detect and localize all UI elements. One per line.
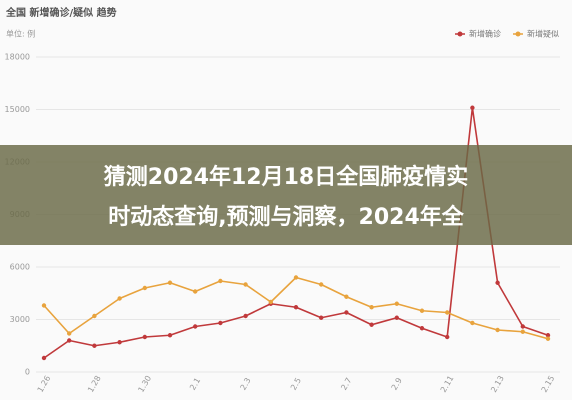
point	[67, 338, 72, 343]
point	[293, 305, 299, 310]
banner-line: 时动态查询,预测与洞察，2024年全	[108, 204, 465, 230]
point	[142, 285, 147, 291]
point	[193, 289, 198, 294]
point	[419, 326, 425, 331]
point	[520, 324, 525, 329]
point	[495, 280, 500, 285]
point	[142, 334, 147, 340]
point	[268, 299, 273, 305]
y-tick-label: 15000	[5, 105, 30, 114]
y-tick-label: 18000	[5, 53, 30, 62]
point	[167, 333, 173, 338]
point	[117, 296, 122, 301]
point	[445, 334, 450, 340]
banner	[0, 145, 572, 245]
legend-swatch	[457, 31, 463, 37]
point	[394, 315, 399, 320]
point	[470, 320, 475, 326]
point	[520, 329, 525, 334]
y-tick-label: 6000	[10, 263, 30, 272]
point	[470, 105, 475, 110]
y-tick-label: 3000	[10, 315, 30, 324]
point	[92, 343, 97, 348]
point	[67, 331, 72, 336]
point	[369, 305, 374, 310]
point	[319, 315, 324, 320]
point	[193, 324, 198, 329]
point	[218, 320, 223, 326]
point	[218, 278, 223, 284]
banner-line: 猜测2024年12月18日全国肺疫情实	[103, 164, 468, 190]
point	[344, 310, 349, 315]
point	[41, 303, 47, 308]
chart-title: 全国 新增确诊/疑似 趋势	[5, 6, 117, 19]
y-tick-label: 0	[25, 368, 30, 377]
legend-label: 新增疑似	[527, 29, 559, 39]
point	[319, 282, 324, 287]
point	[369, 322, 374, 327]
point	[167, 280, 173, 285]
point	[394, 301, 399, 306]
point	[344, 294, 349, 299]
point	[243, 282, 248, 287]
point	[545, 333, 551, 338]
point	[41, 355, 47, 361]
point	[243, 313, 248, 319]
point	[117, 340, 122, 345]
point	[495, 327, 500, 333]
y-axis-label: 单位: 例	[6, 29, 35, 39]
point	[419, 308, 425, 313]
legend-label: 新增确诊	[469, 29, 501, 39]
point	[545, 336, 551, 341]
point	[92, 313, 97, 319]
legend-swatch	[515, 31, 521, 37]
point	[445, 310, 450, 315]
point	[293, 275, 299, 280]
